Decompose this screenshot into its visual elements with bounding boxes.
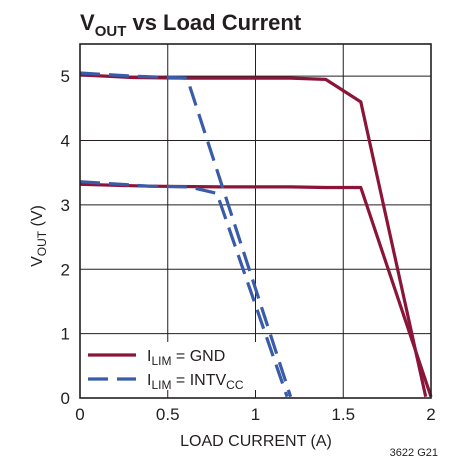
title-rest: vs Load Current bbox=[126, 10, 301, 35]
y-label-sub: OUT bbox=[35, 230, 49, 256]
y-axis-label: VOUT (V) bbox=[29, 205, 49, 267]
svg-text:VOUT vs Load Current: VOUT vs Load Current bbox=[80, 10, 302, 40]
legend-0-rest: = GND bbox=[171, 348, 225, 365]
legend-label-ilim-gnd: ILIM = GND bbox=[147, 348, 225, 368]
legend-label-ilim-intvcc: ILIM = INTVCC bbox=[147, 372, 244, 392]
series-1-curve-1 bbox=[79, 180, 289, 398]
x-tick-label: 2 bbox=[426, 405, 435, 424]
x-tick-label: 1 bbox=[251, 405, 260, 424]
y-label-rest: (V) bbox=[29, 205, 46, 231]
legend-1-sub2: CC bbox=[226, 378, 244, 392]
x-tick-labels: 0 0.5 1 1.5 2 bbox=[75, 405, 435, 424]
y-tick-label: 0 bbox=[61, 389, 70, 408]
legend-0-main: I bbox=[147, 348, 151, 365]
chart-title: VOUT vs Load Current bbox=[80, 10, 302, 40]
y-tick-label: 2 bbox=[61, 260, 70, 279]
legend-1-sub: LIM bbox=[151, 378, 171, 392]
legend-0-sub: LIM bbox=[151, 354, 171, 368]
x-tick-label: 1.5 bbox=[331, 405, 355, 424]
series-layer bbox=[79, 71, 433, 398]
grid bbox=[80, 44, 431, 398]
x-tick-label: 0 bbox=[75, 405, 84, 424]
x-tick-label: 0.5 bbox=[156, 405, 180, 424]
series-1-curve-0 bbox=[79, 71, 293, 398]
y-label-main: V bbox=[29, 256, 46, 267]
title-main: V bbox=[80, 10, 95, 35]
figure-code: 3622 G21 bbox=[390, 447, 438, 459]
x-axis-label: LOAD CURRENT (A) bbox=[180, 433, 332, 450]
y-tick-label: 1 bbox=[61, 325, 70, 344]
legend-1-rest: = INTV bbox=[171, 372, 226, 389]
y-tick-label: 4 bbox=[61, 132, 70, 151]
legend-1-main: I bbox=[147, 372, 151, 389]
plot-frame bbox=[79, 43, 432, 399]
y-tick-label: 3 bbox=[61, 196, 70, 215]
legend-background bbox=[84, 342, 260, 390]
y-tick-labels: 0 1 2 3 4 5 bbox=[61, 67, 70, 408]
y-tick-label: 5 bbox=[61, 67, 70, 86]
title-sub: OUT bbox=[95, 23, 127, 40]
legend: ILIM = GND ILIM = INTVCC bbox=[84, 342, 260, 392]
